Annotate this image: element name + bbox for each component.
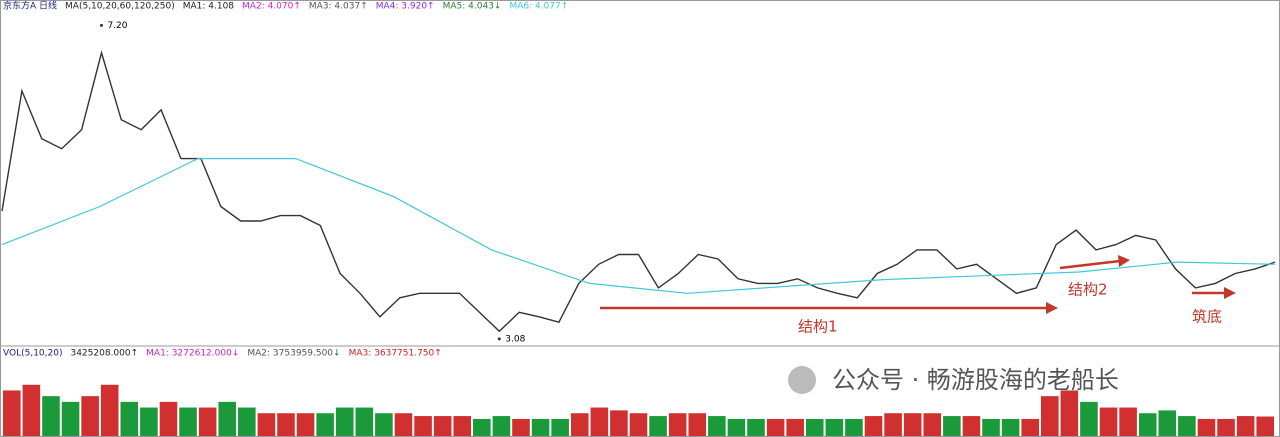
annotation: 结构2: [1068, 281, 1108, 299]
volume-bar: [943, 416, 961, 436]
volume-bar: [61, 401, 80, 436]
volume-bar: [296, 413, 315, 436]
volume-bar: [1119, 407, 1137, 436]
volume-bar: [570, 413, 589, 436]
volume-bar: [1138, 413, 1157, 436]
volume-bar: [629, 413, 648, 436]
price-mark: [497, 337, 501, 341]
volume-bar: [335, 407, 354, 436]
price-mark: [99, 23, 103, 27]
volume-bar: [159, 401, 178, 436]
volume-bar: [492, 416, 511, 436]
legend-entry: MA2: 3753959.500↓: [247, 349, 340, 359]
chart-subtitle: MA(5,10,20,60,120,250): [65, 2, 175, 12]
volume-bar: [238, 407, 256, 436]
legend-entry: MA1: 4.108: [183, 2, 235, 12]
watermark: 公众号 · 畅游股海的老船长: [832, 366, 1119, 394]
chart-subtitle: 3425208.000↑: [70, 349, 138, 359]
arrow-head: [1118, 255, 1130, 267]
chart-title: 京东方A 日线: [3, 0, 57, 12]
volume-bar: [845, 418, 863, 436]
volume-bar: [316, 413, 334, 436]
volume-bar: [1197, 418, 1216, 436]
volume-bar: [22, 384, 41, 436]
volume-bar: [708, 416, 726, 436]
arrow-head: [1224, 287, 1236, 299]
volume-bar: [473, 418, 491, 436]
volume-bar: [100, 384, 119, 436]
volume-bar: [198, 407, 217, 436]
volume-bar: [1236, 416, 1255, 436]
volume-bar: [551, 418, 569, 436]
volume-bar: [884, 413, 902, 436]
volume-bar: [257, 413, 276, 436]
volume-bar: [394, 413, 413, 436]
legend-entry: MA1: 3272612.000↓: [146, 349, 239, 359]
volume-bar: [610, 410, 628, 436]
volume-bar: [1158, 410, 1177, 436]
volume-bar: [414, 416, 432, 436]
volume-bar: [531, 418, 550, 436]
wechat-icon: [788, 366, 816, 394]
volume-bar: [375, 413, 393, 436]
volume-bar: [1021, 418, 1039, 436]
volume-bar: [1099, 407, 1118, 436]
volume-bar: [1060, 390, 1079, 436]
arrow-head: [1046, 302, 1058, 314]
volume-bar: [590, 407, 609, 436]
volume-bar: [1080, 401, 1098, 436]
volume-bar: [140, 407, 158, 436]
volume-bar: [81, 396, 99, 436]
volume-bar: [825, 418, 844, 436]
volume-bar: [1256, 416, 1274, 436]
volume-bar: [453, 416, 472, 436]
price-label: 7.20: [107, 21, 127, 31]
volume-bar: [923, 413, 942, 436]
volume-bar: [1217, 418, 1235, 436]
volume-bar: [433, 416, 452, 436]
legend-entry: MA4: 3.920↑: [376, 2, 435, 12]
price-line: [1, 50, 1276, 333]
legend-entry: MA5: 4.043↓: [443, 2, 502, 12]
volume-bar: [42, 396, 60, 436]
volume-bar: [1178, 416, 1196, 436]
volume-bar: [766, 418, 785, 436]
price-label: 3.08: [505, 334, 525, 344]
volume-bar: [688, 413, 707, 436]
arrow: [1059, 259, 1121, 270]
legend-entry: MA2: 4.070↑: [242, 2, 301, 12]
legend-entry: MA3: 4.037↑: [309, 2, 368, 12]
legend-entry: MA6: 4.077↑: [509, 2, 568, 12]
volume-bar: [786, 418, 804, 436]
volume-bar: [747, 418, 765, 436]
volume-bar: [1001, 418, 1020, 436]
legend-entry: MA3: 3637751.750↑: [349, 349, 442, 359]
volume-bar: [903, 413, 922, 436]
volume-bar: [962, 416, 981, 436]
volume-bar: [277, 413, 295, 436]
volume-bar: [649, 416, 667, 436]
price-line: [1, 158, 1276, 294]
annotation: 结构1: [798, 318, 838, 336]
volume-bar: [179, 407, 197, 436]
annotation: 筑底: [1192, 308, 1222, 326]
volume-bar: [727, 418, 746, 436]
chart-title: VOL(5,10,20): [3, 349, 62, 359]
volume-bar: [982, 418, 1000, 436]
volume-bar: [668, 413, 687, 436]
volume-bar: [805, 418, 824, 436]
volume-bar: [355, 407, 374, 436]
volume-bar: [218, 401, 237, 436]
volume-bar: [1040, 396, 1059, 436]
volume-bar: [3, 390, 21, 436]
volume-bar: [512, 418, 530, 436]
volume-bar: [120, 401, 139, 436]
volume-bar: [864, 416, 883, 436]
